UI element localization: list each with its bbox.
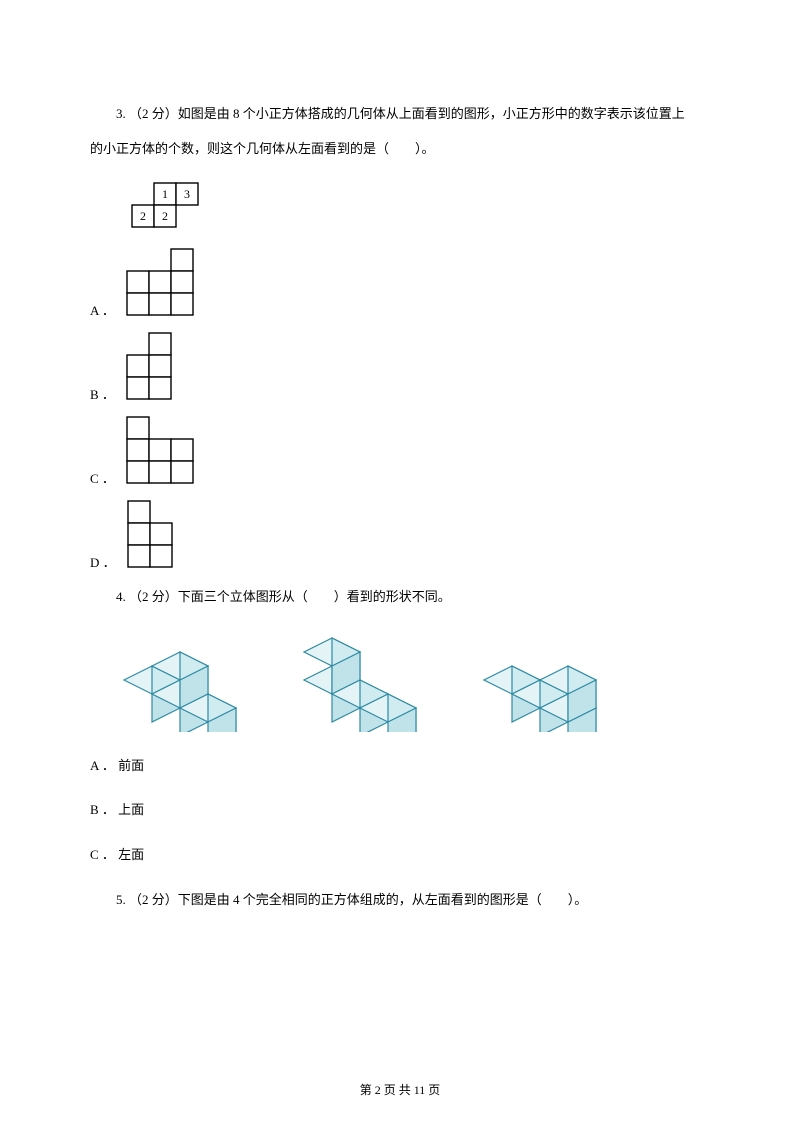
- option-label: B ．: [90, 802, 115, 817]
- page-footer: 第 2 页 共 11 页: [0, 1081, 800, 1098]
- q4-fig3: [470, 632, 620, 732]
- q4-text: 4. （2 分）下面三个立体图形从（ ）看到的形状不同。: [90, 583, 710, 612]
- q4-figures: [110, 632, 710, 732]
- option-label: C ．: [90, 847, 115, 862]
- q4-option-a: A ． 前面: [90, 752, 710, 781]
- option-text: 前面: [118, 758, 144, 773]
- q4-option-c: C ． 左面: [90, 841, 710, 870]
- q3-line2: 的小正方体的个数，则这个几何体从左面看到的是（ ）。: [90, 135, 710, 164]
- svg-text:1: 1: [162, 187, 168, 201]
- q3-option-c: C ．: [90, 415, 710, 485]
- q3-option-a: A ．: [90, 247, 710, 317]
- option-text: 左面: [118, 847, 144, 862]
- option-text: 上面: [118, 802, 144, 817]
- q4-fig1: [110, 632, 260, 732]
- page-content: 3. （2 分）如图是由 8 个小正方体搭成的几何体从上面看到的图形，小正方形中…: [0, 0, 800, 960]
- q3-option-d: D ．: [90, 499, 710, 569]
- option-label: C ．: [90, 472, 115, 485]
- q3-option-b: B ．: [90, 331, 710, 401]
- q3-line1: 3. （2 分）如图是由 8 个小正方体搭成的几何体从上面看到的图形，小正方形中…: [90, 100, 710, 129]
- q4-option-b: B ． 上面: [90, 796, 710, 825]
- q4-fig2: [290, 632, 440, 732]
- q5-text: 5. （2 分）下图是由 4 个完全相同的正方体组成的，从左面看到的图形是（ ）…: [90, 886, 710, 915]
- option-label: A ．: [90, 304, 115, 317]
- option-label: A ．: [90, 758, 115, 773]
- svg-text:2: 2: [162, 209, 168, 223]
- option-label: D ．: [90, 556, 116, 569]
- option-label: B ．: [90, 388, 115, 401]
- q3-topview: 1 3 2 2: [130, 181, 710, 229]
- svg-text:2: 2: [140, 209, 146, 223]
- svg-text:3: 3: [184, 187, 190, 201]
